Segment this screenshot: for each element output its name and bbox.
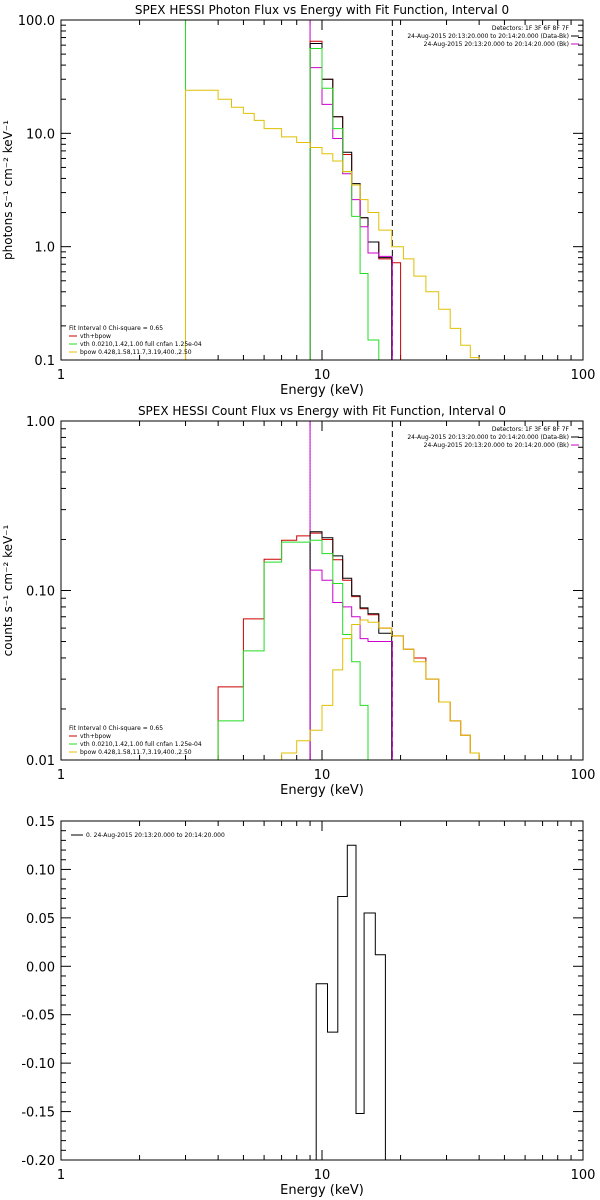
series-group bbox=[217, 531, 486, 760]
y-axis-label: counts s⁻¹ cm⁻² keV⁻¹ bbox=[1, 524, 15, 656]
x-tick-label: 1 bbox=[57, 768, 65, 783]
series-group bbox=[310, 844, 393, 1160]
legend-entry: bpow 0.428,1.58,11.7,3.19,400.,2.50 bbox=[80, 749, 192, 756]
legend-entry: Fit Interval 0 Chi-square = 0.65 bbox=[69, 725, 163, 732]
y-tick-label: 1.00 bbox=[26, 415, 55, 430]
info-text: 24-Aug-2015 20:13:20.000 to 20:14:20.000… bbox=[407, 434, 569, 441]
series-bpow bbox=[281, 619, 486, 760]
plot-frame bbox=[60, 19, 584, 361]
legend-entry: vth 0.0210,1.42,1.00 full cnfan 1.25e-04 bbox=[80, 341, 202, 348]
y-axis-label: photons s⁻¹ cm⁻² keV⁻¹ bbox=[1, 120, 15, 260]
legend-entry: 0. 24-Aug-2015 20:13:20.000 to 20:14:20.… bbox=[86, 832, 225, 839]
x-tick-label: 100 bbox=[571, 1168, 596, 1183]
x-ticks bbox=[60, 20, 572, 360]
legend-entry: bpow 0.428,1.58,11.7,3.19,400.,2.50 bbox=[80, 349, 192, 356]
y-tick-label: 0.15 bbox=[26, 815, 55, 830]
plot-frame bbox=[60, 420, 584, 761]
x-axis-label: Energy (keV) bbox=[280, 1183, 364, 1198]
series-vth-bpow bbox=[309, 40, 402, 360]
plot-frame bbox=[60, 820, 584, 1161]
photon-flux-panel: SPEX HESSI Photon Flux vs Energy with Fi… bbox=[1, 3, 595, 398]
x-tick-label: 10 bbox=[314, 768, 331, 783]
series-bpow bbox=[185, 89, 480, 360]
y-tick-label: -0.05 bbox=[21, 1009, 55, 1024]
x-tick-label: 1 bbox=[57, 1168, 65, 1183]
x-tick-label: 1 bbox=[57, 368, 65, 383]
y-tick-label: 0.01 bbox=[26, 754, 55, 769]
info-text: 24-Aug-2015 20:13:20.000 to 20:14:20.000… bbox=[407, 33, 569, 40]
residuals-panel: Energy (keV) 1 10 100 -0.20 -0.15 -0.10 -0.05 0.… bbox=[21, 815, 595, 1198]
legend-entry: Fit Interval 0 Chi-square = 0.65 bbox=[69, 325, 163, 332]
info-text: 24-Aug-2015 20:13:20.000 to 20:14:20.000… bbox=[424, 41, 569, 48]
y-tick-label: 0.05 bbox=[26, 912, 55, 927]
y-tick-label: 0.10 bbox=[26, 585, 55, 600]
series-vth-bpow bbox=[217, 532, 480, 760]
legend-entry: vth+bpow bbox=[80, 733, 111, 740]
x-ticks bbox=[60, 421, 572, 760]
y-tick-label: 0.10 bbox=[26, 863, 55, 878]
count-flux-panel: SPEX HESSI Count Flux vs Energy with Fit… bbox=[1, 404, 595, 798]
info-text: Detectors: 1F 3F 6F 8F 7F bbox=[492, 426, 570, 433]
series-vth bbox=[217, 539, 386, 760]
y-tick-label: -0.20 bbox=[21, 1154, 55, 1169]
legend-entry: vth 0.0210,1.42,1.00 full cnfan 1.25e-04 bbox=[80, 741, 202, 748]
y-tick-label: -0.15 bbox=[21, 1106, 55, 1121]
series-bkg bbox=[309, 569, 393, 760]
x-tick-label: 10 bbox=[314, 368, 331, 383]
y-tick-label: 100.0 bbox=[18, 14, 55, 29]
info-text: Detectors: 1F 3F 6F 8F 7F bbox=[492, 25, 570, 32]
info-text: 24-Aug-2015 20:13:20.000 to 20:14:20.000… bbox=[424, 442, 569, 449]
y-tick-label: 0.00 bbox=[26, 960, 55, 975]
series-group bbox=[185, 40, 480, 360]
chart-title: SPEX HESSI Photon Flux vs Energy with Fi… bbox=[135, 3, 509, 17]
y-tick-label: -0.10 bbox=[21, 1057, 55, 1072]
y-tick-label: 10.0 bbox=[26, 127, 55, 142]
x-axis-label: Energy (keV) bbox=[280, 383, 364, 398]
y-tick-label: 0.1 bbox=[34, 354, 55, 369]
series-total bbox=[309, 531, 393, 760]
series-residuals bbox=[310, 844, 393, 1160]
y-tick-label: 1.0 bbox=[34, 241, 55, 256]
x-tick-label: 10 bbox=[314, 1168, 331, 1183]
legend-entry: vth+bpow bbox=[80, 333, 111, 340]
x-axis-label: Energy (keV) bbox=[280, 783, 364, 798]
y-ticks bbox=[61, 820, 583, 1161]
chart-title: SPEX HESSI Count Flux vs Energy with Fit… bbox=[138, 404, 506, 418]
x-tick-label: 100 bbox=[571, 368, 596, 383]
x-tick-label: 100 bbox=[571, 768, 596, 783]
